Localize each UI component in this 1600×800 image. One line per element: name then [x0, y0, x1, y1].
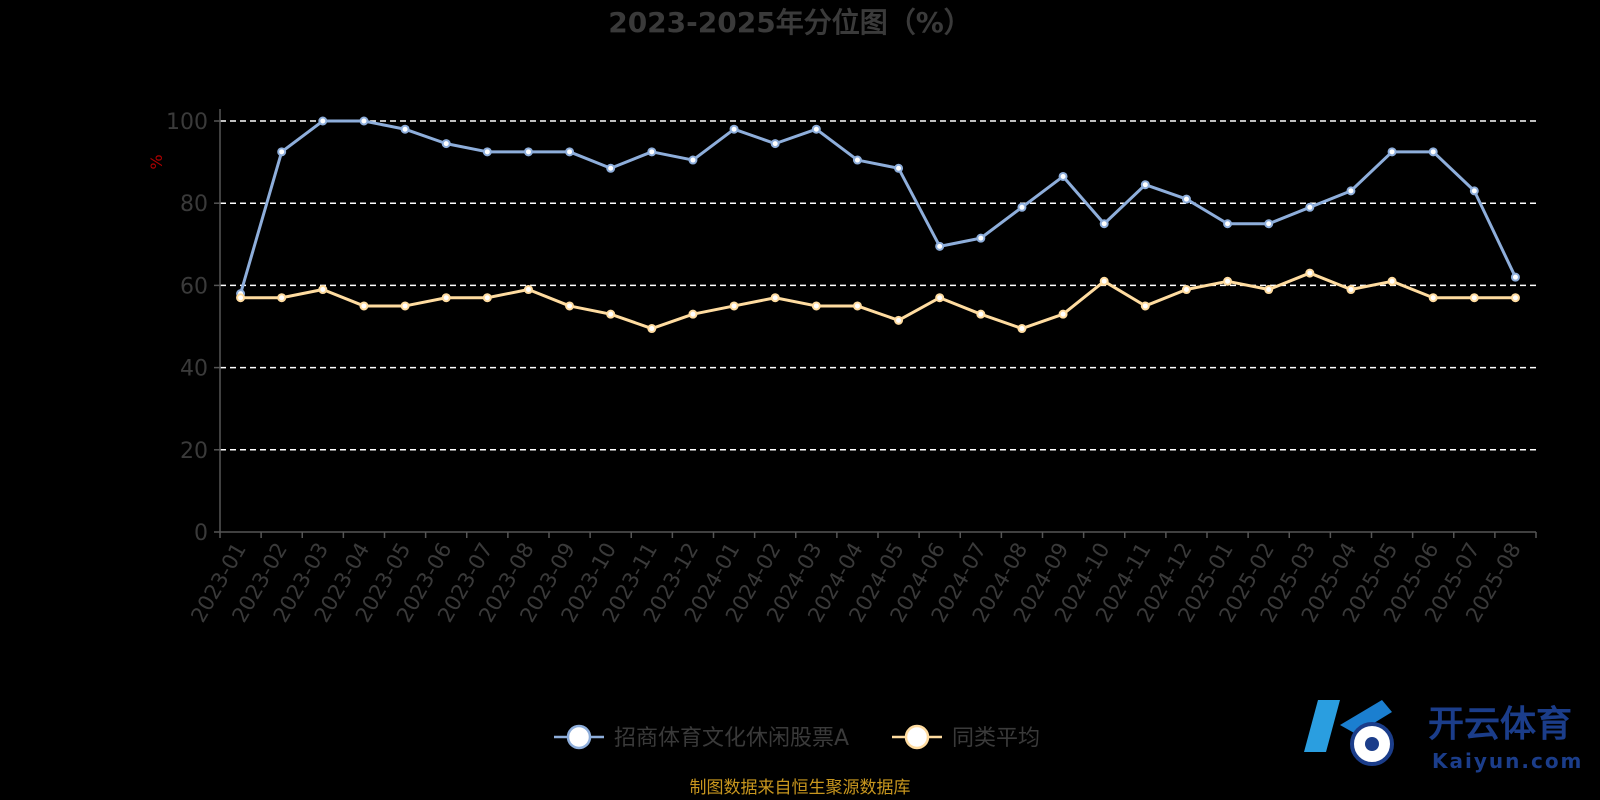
data-point: [1181, 285, 1191, 295]
data-point: [400, 124, 410, 134]
watermark-sub: Kaiyun.com: [1432, 749, 1583, 773]
watermark-main: 开云体育: [1428, 704, 1572, 745]
data-point: [1510, 272, 1520, 282]
data-point: [935, 293, 945, 303]
data-point: [1223, 219, 1233, 229]
data-point: [852, 155, 862, 165]
data-point: [852, 301, 862, 311]
data-point: [1387, 147, 1397, 157]
y-tick-label: 60: [180, 274, 208, 299]
source-note: 制图数据来自恒生聚源数据库: [690, 778, 911, 798]
data-point: [976, 309, 986, 319]
data-point: [523, 147, 533, 157]
data-point: [811, 301, 821, 311]
data-point: [894, 163, 904, 173]
data-point: [1469, 186, 1479, 196]
data-point: [1510, 293, 1520, 303]
data-point: [606, 309, 616, 319]
data-point: [688, 155, 698, 165]
data-point: [565, 147, 575, 157]
watermark-logo: 开云体育 Kaiyun.com: [1304, 700, 1583, 773]
y-tick-label: 100: [166, 110, 208, 135]
data-point: [1428, 293, 1438, 303]
data-point: [236, 293, 246, 303]
y-tick-label: 0: [194, 521, 208, 546]
data-point: [894, 315, 904, 325]
chart-title: 2023-2025年分位图（%）: [608, 6, 972, 39]
data-point: [1264, 285, 1274, 295]
data-point: [1469, 293, 1479, 303]
y-axis-label: %: [147, 154, 166, 169]
data-point: [318, 116, 328, 126]
data-point: [1099, 276, 1109, 286]
series-line-1: [240, 271, 1516, 331]
data-point: [400, 301, 410, 311]
data-point: [1346, 285, 1356, 295]
data-point: [688, 309, 698, 319]
data-point: [1346, 186, 1356, 196]
data-point: [647, 324, 657, 334]
series-layer: [236, 116, 1520, 334]
logo-k-icon: [1304, 700, 1340, 752]
data-point: [277, 293, 287, 303]
legend-marker: [566, 724, 592, 750]
data-point: [1305, 202, 1315, 212]
data-point: [976, 233, 986, 243]
legend-marker: [904, 724, 930, 750]
data-point: [359, 116, 369, 126]
y-axis-ticks: 0 20 40 60 80 100: [166, 110, 220, 546]
data-point: [482, 147, 492, 157]
logo-k-arm-icon: [1340, 700, 1392, 734]
legend: 招商体育文化休闲股票A 同类平均: [554, 724, 1040, 751]
data-point: [1264, 219, 1274, 229]
data-point: [606, 163, 616, 173]
legend-label: 同类平均: [952, 726, 1040, 751]
data-point: [565, 301, 575, 311]
y-tick-label: 80: [180, 192, 208, 217]
legend-label: 招商体育文化休闲股票A: [614, 726, 849, 751]
data-point: [1223, 276, 1233, 286]
data-point: [1058, 171, 1068, 181]
data-point: [1099, 219, 1109, 229]
axes: [219, 109, 1536, 533]
data-point: [935, 241, 945, 251]
y-tick-label: 40: [180, 357, 208, 382]
y-tick-label: 20: [180, 439, 208, 464]
data-point: [482, 293, 492, 303]
data-point: [1181, 194, 1191, 204]
x-axis-ticks: 2023-012023-022023-032023-042023-052023-…: [186, 532, 1537, 626]
data-point: [359, 301, 369, 311]
data-point: [1017, 202, 1027, 212]
data-point: [1058, 309, 1068, 319]
data-point: [729, 124, 739, 134]
data-point: [1140, 180, 1150, 190]
series-line-0: [239, 119, 1517, 295]
data-point: [811, 124, 821, 134]
data-point: [441, 293, 451, 303]
data-point: [770, 139, 780, 149]
data-point: [441, 139, 451, 149]
data-point: [318, 285, 328, 295]
data-point: [523, 285, 533, 295]
data-point: [1140, 301, 1150, 311]
data-point: [1017, 324, 1027, 334]
data-point: [1428, 147, 1438, 157]
data-point: [1387, 276, 1397, 286]
data-point: [277, 147, 287, 157]
data-point: [1305, 268, 1315, 278]
data-point: [729, 301, 739, 311]
data-point: [647, 147, 657, 157]
data-point: [770, 293, 780, 303]
